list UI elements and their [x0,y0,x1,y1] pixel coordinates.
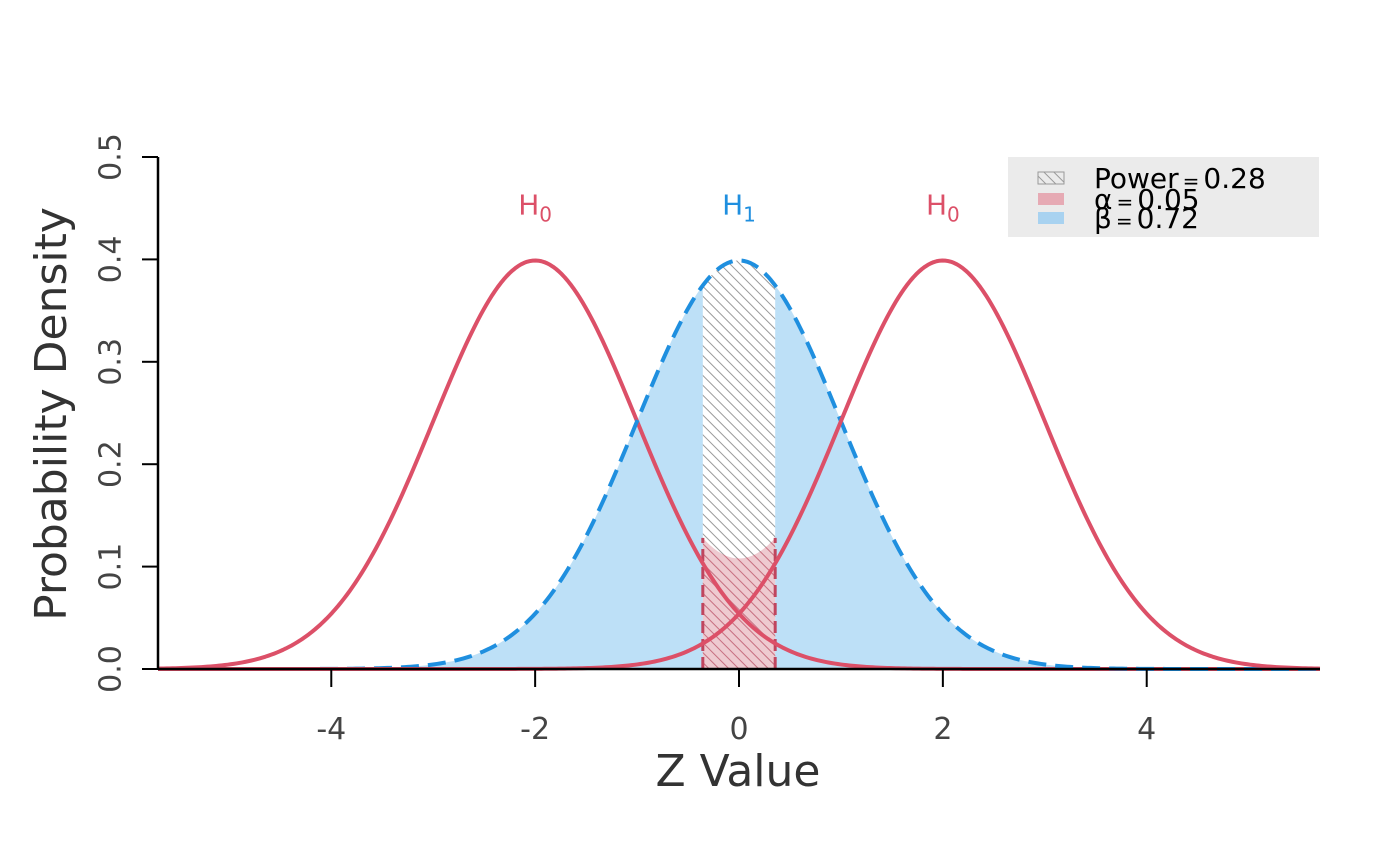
y-axis-title: Probability Density [26,207,77,621]
curve-labels: H0 H1 H0 [518,188,960,226]
legend-item-1: α = 0.05 [1094,183,1200,216]
y-tick-label-3: 0.3 [94,338,129,386]
beta-region-left [158,285,703,669]
legend-swatch-2 [1038,212,1064,224]
series-label-1: H1 [722,188,756,226]
axes: -4 -2 0 2 4 0.0 0.1 0.2 0.3 0.4 0.5 [94,133,1320,747]
alpha-region-hatch [702,537,776,669]
x-tick-label-2: 0 [729,712,748,747]
series-label-2: H0 [926,188,960,226]
fill-regions [158,260,1320,669]
y-tick-label-0: 0.0 [94,645,129,693]
x-axis-title: Z Value [656,746,821,797]
y-tick-label-4: 0.4 [94,236,129,284]
x-tick-label-1: -2 [520,712,550,747]
legend-swatch-0 [1037,171,1065,185]
series-label-0: H0 [518,188,552,226]
legend: Power = 0.28α = 0.05β = 0.72 [1008,157,1319,237]
y-tick-label-2: 0.2 [94,440,129,488]
legend-swatch-1 [1038,193,1064,205]
x-tick-label-3: 2 [933,712,952,747]
x-tick-label-4: 4 [1137,712,1156,747]
legend-item-2: β = 0.72 [1094,202,1199,235]
legend-item-0: Power = 0.28 [1094,162,1266,195]
x-tick-label-0: -4 [316,712,346,747]
beta-region-right [775,285,1320,669]
y-tick-label-5: 0.5 [94,133,129,181]
y-tick-label-1: 0.1 [94,543,129,591]
